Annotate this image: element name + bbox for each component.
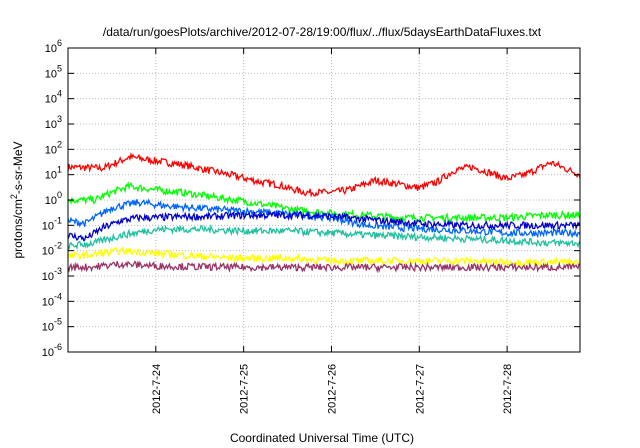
x-tick-label: 2012-7-28	[502, 364, 514, 414]
grid	[68, 48, 580, 352]
series-line	[67, 209, 581, 242]
y-tick-label: 10-1	[42, 215, 62, 232]
series-layer	[67, 151, 581, 274]
x-tick-label: 2012-7-25	[239, 364, 251, 414]
y-tick-label: 10-3	[42, 266, 62, 283]
y-tick-label: 10-6	[42, 342, 62, 359]
x-axis-label: Coordinated Universal Time (UTC)	[230, 431, 414, 445]
y-label-part2: -s-sr-MeV	[11, 141, 25, 194]
y-tick-label: 105	[45, 63, 62, 80]
y-tick-label: 102	[45, 139, 62, 156]
chart-title: /data/run/goesPlots/archive/2012-07-28/1…	[103, 25, 542, 39]
y-tick-label: 103	[45, 114, 62, 131]
y-tick-label: 101	[45, 165, 62, 182]
series-line	[67, 151, 581, 198]
x-tick-label: 2012-7-26	[326, 364, 338, 414]
x-tick-label: 2012-7-24	[151, 364, 163, 414]
y-axis-label: protons/cm2-s-sr-MeV	[9, 141, 25, 258]
y-tick-label: 100	[45, 190, 62, 207]
y-tick-label: 10-2	[42, 241, 62, 258]
y-axis-ticks: 10-6 10-5 10-4 10-3 10-2 10-1 100 101 102 103 104 1…	[42, 38, 580, 359]
series-line	[67, 260, 581, 274]
series-line	[67, 245, 581, 268]
y-tick-label: 106	[45, 38, 62, 55]
y-tick-label: 10-4	[42, 291, 62, 308]
y-tick-label: 10-5	[42, 317, 62, 334]
x-tick-label: 2012-7-27	[414, 364, 426, 414]
y-label-part1: protons/cm	[11, 199, 25, 258]
series-line	[67, 223, 581, 250]
y-label-sup: 2	[9, 194, 19, 199]
y-tick-label: 104	[45, 89, 62, 106]
x-axis-ticks: 2012-7-24 2012-7-25 2012-7-26 2012-7-27 2012…	[151, 48, 514, 414]
